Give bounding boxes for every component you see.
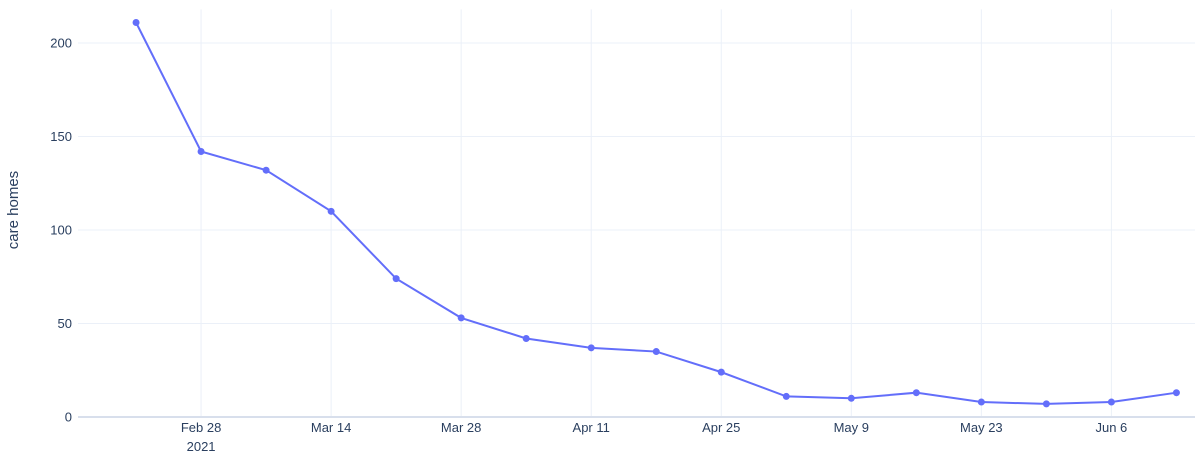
- x-year-label: 2021: [187, 439, 216, 454]
- point: [587, 344, 595, 352]
- point: [132, 18, 140, 26]
- point: [652, 348, 660, 356]
- point: [1172, 389, 1180, 397]
- line: [135, 22, 1177, 405]
- x-tick-label: Apr 25: [702, 420, 740, 435]
- x-tick-label: May 9: [834, 420, 869, 435]
- y-tick-label: 150: [50, 129, 72, 144]
- x-tick-label: Apr 11: [573, 420, 610, 435]
- y-tick-label: 50: [58, 316, 72, 331]
- point: [717, 368, 725, 376]
- point: [847, 394, 855, 402]
- y-axis-title: care homes: [5, 171, 22, 249]
- point: [782, 392, 790, 400]
- point: [197, 147, 205, 155]
- y-tick-label: 200: [50, 36, 72, 51]
- point: [392, 275, 400, 283]
- x-tick-label: Feb 28: [181, 420, 221, 435]
- x-tick-label: Mar 14: [311, 420, 351, 435]
- point: [522, 334, 530, 342]
- point: [1107, 398, 1115, 406]
- point: [1042, 400, 1050, 408]
- point: [262, 166, 270, 174]
- y-tick-label: 100: [50, 223, 72, 238]
- point: [457, 314, 465, 322]
- y-tick-label: 0: [65, 410, 72, 425]
- point: [327, 207, 335, 215]
- x-tick-label: Jun 6: [1095, 420, 1127, 435]
- x-tick-label: Mar 28: [441, 420, 481, 435]
- point: [977, 398, 985, 406]
- x-tick-label: May 23: [960, 420, 1003, 435]
- point: [912, 389, 920, 397]
